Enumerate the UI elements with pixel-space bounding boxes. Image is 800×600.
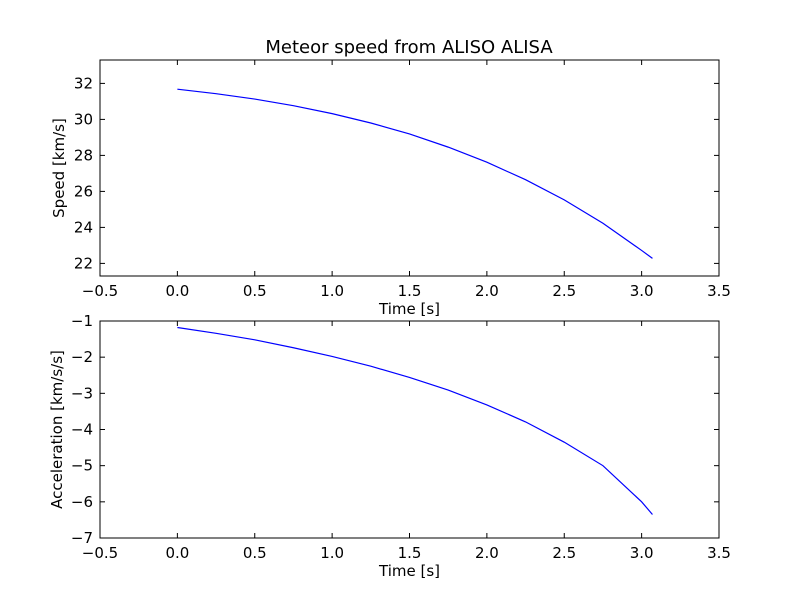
- acceleration-x-tick-label: 2.0: [475, 544, 499, 562]
- acceleration-panel: −0.5 0.0 0.5 1.0 1.5 2.0 2.5 3.0 3.5 −7 −6 −5 −4 −3 −2…: [48, 312, 731, 580]
- acceleration-x-tick-label: 1.0: [320, 544, 344, 562]
- speed-y-tick-label: 32: [74, 74, 93, 92]
- acceleration-y-tick-label: −2: [71, 348, 93, 366]
- acceleration-x-axis-label: Time [s]: [378, 562, 440, 580]
- speed-x-tick-label: 1.0: [320, 282, 344, 300]
- acceleration-x-tick-label: 3.0: [630, 544, 654, 562]
- speed-x-tick-label: 1.5: [398, 282, 422, 300]
- acceleration-x-tick-label: 3.5: [707, 544, 731, 562]
- speed-plot-frame: [99, 59, 720, 277]
- speed-x-tick-label: 2.0: [475, 282, 499, 300]
- speed-x-tick-label: 2.5: [552, 282, 576, 300]
- acceleration-y-tick-label: −1: [71, 312, 93, 330]
- acceleration-x-tick-label: 1.5: [398, 544, 422, 562]
- speed-x-axis-label: Time [s]: [378, 300, 440, 318]
- speed-y-tick-label: 30: [74, 110, 93, 128]
- acceleration-x-tick-label: 2.5: [552, 544, 576, 562]
- chart-title: Meteor speed from ALISO ALISA: [265, 37, 553, 58]
- speed-y-axis-label: Speed [km/s]: [50, 118, 68, 218]
- speed-x-tick-label: 0.0: [165, 282, 189, 300]
- speed-y-tick-label: 26: [74, 182, 93, 200]
- acceleration-plot-frame: [99, 320, 720, 539]
- acceleration-y-tick-label: −5: [71, 457, 93, 475]
- speed-panel: −0.5 0.0 0.5 1.0 1.5 2.0 2.5 3.0 3.5 22 24 26 28 30 32…: [50, 59, 731, 318]
- speed-x-tick-label: 0.5: [243, 282, 267, 300]
- axes-container: −0.5 0.0 0.5 1.0 1.5 2.0 2.5 3.0 3.5 22 24 26 28 30 32…: [48, 59, 731, 580]
- speed-y-tick-label: 24: [74, 218, 93, 236]
- acceleration-y-tick-label: −3: [71, 384, 93, 402]
- acceleration-y-tick-label: −4: [71, 421, 93, 439]
- acceleration-x-tick-label: 0.5: [243, 544, 267, 562]
- acceleration-y-tick-label: −6: [71, 493, 93, 511]
- speed-x-tick-label: 3.5: [707, 282, 731, 300]
- speed-y-tick-label: 22: [74, 254, 93, 272]
- acceleration-x-tick-label: 0.0: [165, 544, 189, 562]
- speed-y-tick-label: 28: [74, 146, 93, 164]
- acceleration-y-axis-label: Acceleration [km/s/s]: [48, 350, 66, 509]
- speed-x-tick-label: 3.0: [630, 282, 654, 300]
- acceleration-series-line: [177, 326, 653, 515]
- speed-series-line: [177, 88, 653, 259]
- speed-x-tick-label: −0.5: [82, 282, 118, 300]
- acceleration-y-tick-label: −7: [71, 529, 93, 547]
- acceleration-x-tick-label: −0.5: [82, 544, 118, 562]
